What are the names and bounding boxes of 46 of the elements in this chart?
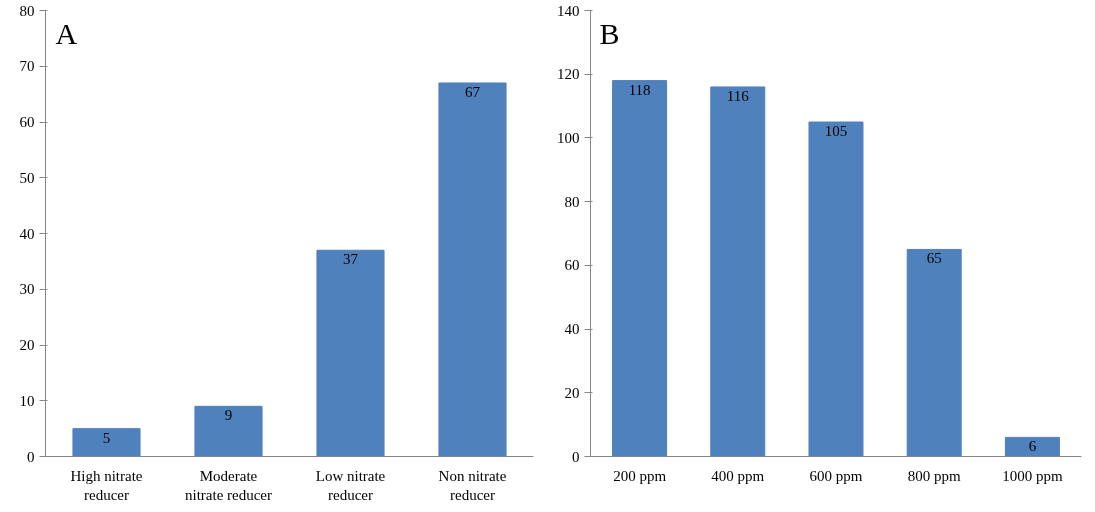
data-label: 67	[465, 83, 481, 100]
y-tick-label: 100	[557, 129, 580, 146]
y-tick-label: 60	[19, 114, 35, 130]
y-tick-label: 0	[27, 448, 35, 465]
x-tick-label: 1000 ppm	[1002, 467, 1063, 484]
data-label: 37	[343, 251, 359, 268]
y-tick-label: 40	[564, 321, 580, 338]
y-tick-label: 50	[19, 169, 35, 186]
x-tick-label: Moderate nitrate reducer	[184, 467, 273, 503]
y-tick-label: 80	[564, 193, 580, 210]
bar	[194, 405, 263, 457]
data-label: 65	[926, 250, 942, 267]
data-label: 116	[726, 87, 750, 104]
x-tick-label: 400 ppm	[711, 467, 765, 484]
bar	[808, 121, 864, 457]
y-tick-label: 10	[19, 392, 35, 409]
data-label: 6	[1028, 438, 1037, 455]
x-tick-label: High nitrate reducer	[70, 467, 143, 503]
y-tick-label: 40	[19, 225, 35, 242]
x-tick-label: Low nitrate reducer	[315, 467, 386, 503]
x-tick-label: 200 ppm	[613, 467, 667, 484]
bar	[72, 428, 141, 457]
y-tick-label: 140	[557, 2, 580, 19]
bar	[612, 80, 668, 457]
data-label: 9	[224, 407, 233, 424]
x-tick-label: Non nitrate reducer	[438, 467, 507, 503]
bar	[316, 249, 385, 457]
y-tick-label: 20	[564, 384, 580, 401]
bar	[1004, 436, 1060, 457]
data-label: 105	[824, 123, 848, 139]
y-tick-label: 60	[564, 257, 580, 274]
bar	[906, 248, 962, 457]
chart-title: A	[55, 16, 78, 50]
y-tick-label: 80	[19, 2, 35, 19]
y-tick-label: 120	[557, 66, 580, 83]
x-tick-label: 600 ppm	[809, 467, 863, 484]
y-tick-label: 0	[572, 448, 580, 465]
bar	[710, 86, 766, 457]
x-tick-label: 800 ppm	[907, 467, 961, 484]
data-label: 5	[102, 429, 111, 446]
y-tick-label: 20	[19, 337, 35, 353]
bar	[438, 82, 507, 457]
data-label: 118	[628, 81, 651, 98]
y-tick-label: 70	[19, 58, 35, 75]
y-tick-label: 30	[19, 281, 35, 298]
chart-title: B	[599, 16, 620, 50]
